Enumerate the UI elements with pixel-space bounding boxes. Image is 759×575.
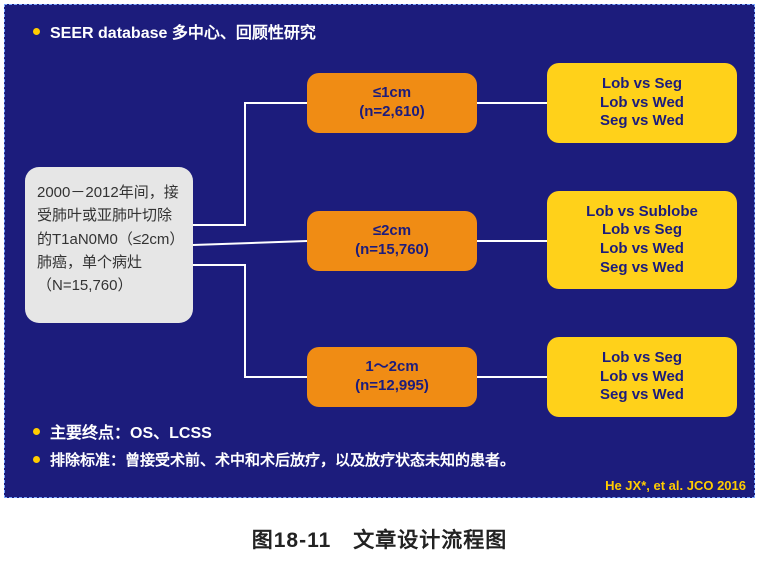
connector-line bbox=[193, 103, 307, 225]
mid-node-0-line2: (n=2,610) bbox=[307, 103, 477, 122]
mid-node-1: ≤2cm (n=15,760) bbox=[307, 211, 477, 271]
out-node-0-line: Lob vs Seg bbox=[547, 75, 737, 94]
bullet-top: SEER database 多中心、回顾性研究 bbox=[33, 19, 316, 43]
source-node: 2000－2012年间，接受肺叶或亚肺叶切除的T1aN0M0（≤2cm）肺癌，单… bbox=[25, 167, 193, 323]
mid-node-0: ≤1cm (n=2,610) bbox=[307, 73, 477, 133]
out-node-0-line: Seg vs Wed bbox=[547, 112, 737, 131]
out-node-0-line: Lob vs Wed bbox=[547, 94, 737, 113]
mid-node-1-line2: (n=15,760) bbox=[307, 241, 477, 260]
mid-node-1-line1: ≤2cm bbox=[307, 222, 477, 241]
bullet-dot-icon bbox=[33, 428, 40, 435]
bullet-top-text: SEER database 多中心、回顾性研究 bbox=[50, 19, 316, 43]
citation-text: He JX*, et al. JCO 2016 bbox=[605, 478, 746, 493]
bullet-end1-text: 主要终点：OS、LCSS bbox=[50, 419, 212, 443]
mid-node-2: 1～2cm (n=12,995) bbox=[307, 347, 477, 407]
out-node-1-line: Lob vs Sublobe bbox=[547, 203, 737, 222]
mid-node-0-line1: ≤1cm bbox=[307, 84, 477, 103]
out-node-2: Lob vs SegLob vs WedSeg vs Wed bbox=[547, 337, 737, 417]
figure-caption: 图18-11 文章设计流程图 bbox=[4, 524, 755, 554]
bullet-dot-icon bbox=[33, 456, 40, 463]
out-node-1: Lob vs SublobeLob vs SegLob vs WedSeg vs… bbox=[547, 191, 737, 289]
out-node-2-line: Lob vs Wed bbox=[547, 368, 737, 387]
connector-line bbox=[193, 265, 307, 377]
out-node-0: Lob vs SegLob vs WedSeg vs Wed bbox=[547, 63, 737, 143]
out-node-2-line: Seg vs Wed bbox=[547, 386, 737, 405]
bullet-end2-text: 排除标准：曾接受术前、术中和术后放疗，以及放疗状态未知的患者。 bbox=[50, 449, 515, 470]
out-node-1-line: Lob vs Wed bbox=[547, 240, 737, 259]
slide-panel: SEER database 多中心、回顾性研究 2000－2012年间，接受肺叶… bbox=[4, 4, 755, 498]
out-node-1-line: Lob vs Seg bbox=[547, 221, 737, 240]
mid-node-2-line1: 1～2cm bbox=[307, 358, 477, 377]
mid-node-2-line2: (n=12,995) bbox=[307, 377, 477, 396]
connector-line bbox=[193, 241, 307, 245]
bullet-end1: 主要终点：OS、LCSS bbox=[33, 419, 212, 443]
out-node-1-line: Seg vs Wed bbox=[547, 259, 737, 278]
bullet-dot-icon bbox=[33, 28, 40, 35]
out-node-2-line: Lob vs Seg bbox=[547, 349, 737, 368]
bullet-end2: 排除标准：曾接受术前、术中和术后放疗，以及放疗状态未知的患者。 bbox=[33, 449, 515, 470]
source-node-text: 2000－2012年间，接受肺叶或亚肺叶切除的T1aN0M0（≤2cm）肺癌，单… bbox=[37, 184, 179, 294]
